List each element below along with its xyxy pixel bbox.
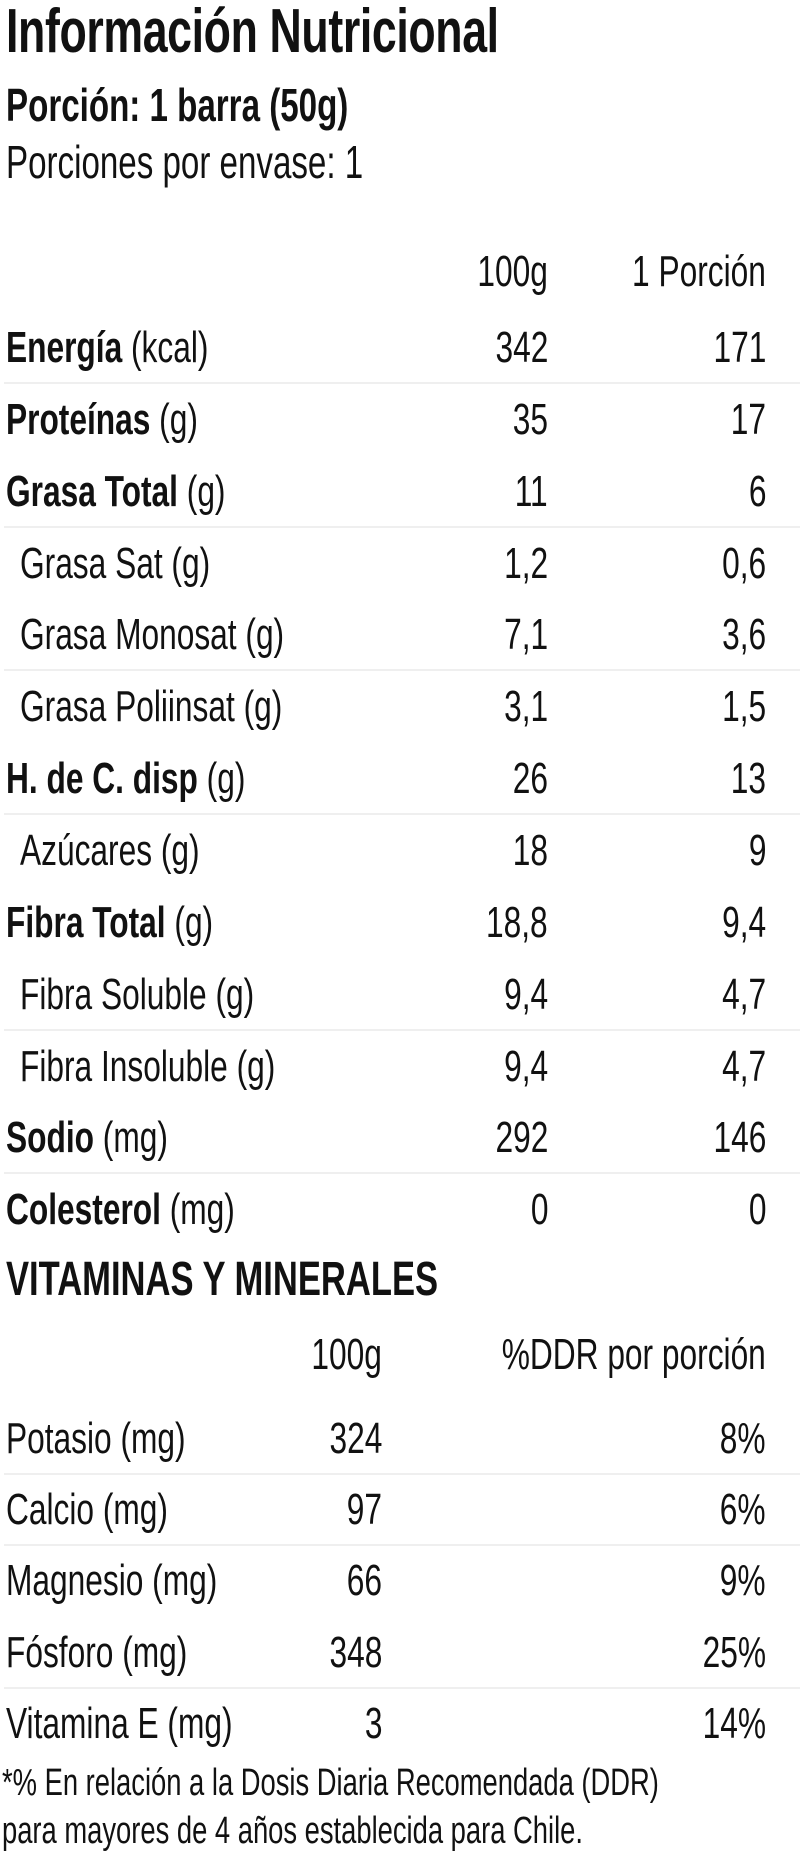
table-row: Fósforo (mg) 348 25% <box>0 1617 800 1689</box>
row-label: Proteínas (g) <box>6 395 198 444</box>
footnote-line-1: *% En relación a la Dosis Diaria Recomen… <box>2 1762 659 1804</box>
row-label: Vitamina E (mg) <box>6 1699 233 1748</box>
value-ddr: 25% <box>702 1628 766 1677</box>
row-label: Fósforo (mg) <box>6 1628 188 1677</box>
table-row: Fibra Insoluble (g) 9,4 4,7 <box>0 1031 800 1102</box>
row-label: Grasa Monosat (g) <box>20 610 285 659</box>
row-label: Sodio (mg) <box>6 1113 168 1162</box>
value-100g: 9,4 <box>503 1042 548 1091</box>
value-100g: 7,1 <box>503 610 548 659</box>
value-100g: 348 <box>329 1628 382 1677</box>
vitamins-table-header: 100g %DDR por porción <box>0 1319 800 1390</box>
value-portion: 13 <box>730 754 766 803</box>
table-row: Vitamina E (mg) 3 14% <box>0 1688 800 1759</box>
row-label: Fibra Total (g) <box>6 898 214 947</box>
value-portion: 0,6 <box>721 539 766 588</box>
table-row: Grasa Monosat (g) 7,1 3,6 <box>0 599 800 671</box>
value-100g: 324 <box>329 1414 382 1463</box>
row-label: Grasa Total (g) <box>6 467 226 516</box>
row-label: Magnesio (mg) <box>6 1556 218 1605</box>
serving-size: Porción: 1 barra (50g) <box>6 78 481 132</box>
value-100g: 18,8 <box>486 898 548 947</box>
value-portion: 1,5 <box>721 682 766 731</box>
value-portion: 6 <box>748 467 766 516</box>
value-100g: 3 <box>364 1699 382 1748</box>
value-100g: 0 <box>530 1185 548 1234</box>
row-label: Fibra Soluble (g) <box>20 970 255 1019</box>
value-100g: 66 <box>346 1556 382 1605</box>
table-row: Grasa Sat (g) 1,2 0,6 <box>0 528 800 599</box>
value-portion: 4,7 <box>721 1042 766 1091</box>
value-100g: 292 <box>495 1113 548 1162</box>
value-portion: 4,7 <box>721 970 766 1019</box>
page-title-text: Información Nutricional <box>6 0 499 66</box>
row-label: Azúcares (g) <box>20 826 200 875</box>
table-row: Fibra Soluble (g) 9,4 4,7 <box>0 959 800 1031</box>
servings-per-container: Porciones por envase: 1 <box>6 135 502 189</box>
servings-per-container-text: Porciones por envase: 1 <box>6 136 364 188</box>
table-row: H. de C. disp (g) 26 13 <box>0 743 800 815</box>
serving-size-text: Porción: 1 barra (50g) <box>6 79 349 131</box>
table-row: Calcio (mg) 97 6% <box>0 1474 800 1546</box>
footnote-line-2: para mayores de 4 años establecida para … <box>2 1810 583 1852</box>
value-100g: 97 <box>346 1485 382 1534</box>
value-portion: 9,4 <box>721 898 766 947</box>
row-label: Calcio (mg) <box>6 1485 168 1534</box>
table-row: Potasio (mg) 324 8% <box>0 1403 800 1475</box>
value-portion: 146 <box>713 1113 766 1162</box>
table-row: Fibra Total (g) 18,8 9,4 <box>0 887 800 958</box>
table-row: Grasa Poliinsat (g) 3,1 1,5 <box>0 671 800 742</box>
table-row: Magnesio (mg) 66 9% <box>0 1545 800 1616</box>
value-100g: 18 <box>512 826 548 875</box>
value-100g: 26 <box>512 754 548 803</box>
table-row: Colesterol (mg) 0 0 <box>0 1174 800 1245</box>
value-ddr: 14% <box>702 1699 766 1748</box>
row-label: Fibra Insoluble (g) <box>20 1042 276 1091</box>
value-100g: 342 <box>495 323 548 372</box>
value-100g: 11 <box>515 467 548 516</box>
row-label: H. de C. disp (g) <box>6 754 246 803</box>
row-label: Grasa Sat (g) <box>20 539 211 588</box>
table-row: Azúcares (g) 18 9 <box>0 815 800 886</box>
value-100g: 35 <box>512 395 548 444</box>
table-row: Grasa Total (g) 11 6 <box>0 456 800 528</box>
vitamins-section-title: VITAMINAS Y MINERALES <box>6 1253 439 1306</box>
value-portion: 17 <box>730 395 766 444</box>
nutrition-table-header: 100g 1 Porción <box>0 236 800 307</box>
column-header-ddr: %DDR por porción <box>501 1330 766 1379</box>
value-ddr: 6% <box>720 1485 766 1534</box>
column-header-100g: 100g <box>311 1330 382 1379</box>
value-ddr: 8% <box>720 1414 766 1463</box>
value-100g: 9,4 <box>503 970 548 1019</box>
value-100g: 1,2 <box>503 539 548 588</box>
table-row: Energía (kcal) 342 171 <box>0 312 800 384</box>
table-row: Sodio (mg) 292 146 <box>0 1102 800 1174</box>
table-row: Proteínas (g) 35 17 <box>0 384 800 455</box>
page-title: Información Nutricional <box>6 0 690 67</box>
value-ddr: 9% <box>720 1556 766 1605</box>
value-100g: 3,1 <box>503 682 548 731</box>
row-label: Grasa Poliinsat (g) <box>20 682 283 731</box>
row-label: Energía (kcal) <box>6 323 209 372</box>
value-portion: 3,6 <box>721 610 766 659</box>
value-portion: 171 <box>713 323 766 372</box>
row-label: Colesterol (mg) <box>6 1185 235 1234</box>
row-label: Potasio (mg) <box>6 1414 186 1463</box>
value-portion: 9 <box>748 826 766 875</box>
column-header-portion: 1 Porción <box>632 247 766 296</box>
column-header-100g: 100g <box>477 247 548 296</box>
value-portion: 0 <box>748 1185 766 1234</box>
